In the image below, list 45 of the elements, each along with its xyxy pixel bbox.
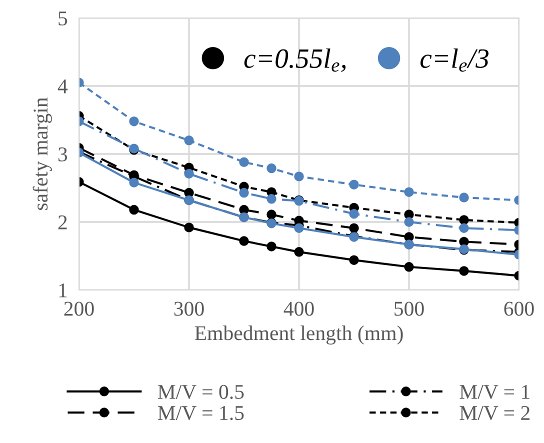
point: [294, 172, 304, 182]
x-tick-label: 600: [504, 302, 534, 316]
point: [129, 178, 139, 188]
point: [266, 242, 276, 252]
y-tick-label: 3: [58, 147, 68, 162]
point: [239, 236, 249, 246]
point: [404, 187, 414, 197]
y-tick-label: 4: [58, 80, 68, 94]
point: [404, 217, 414, 227]
point: [184, 168, 194, 179]
legend-label: M/V = 1.5: [158, 406, 244, 420]
x-tick-label: 500: [394, 302, 424, 316]
y-axis-title: safety margin: [32, 98, 52, 210]
point: [459, 266, 469, 276]
legend-label: M/V = 0.5: [158, 384, 244, 400]
point: [459, 223, 469, 233]
point: [294, 223, 304, 233]
point: [294, 247, 304, 257]
annotation: c=l$_{e}$/3: [420, 48, 489, 72]
point: [266, 194, 276, 204]
point: [459, 192, 469, 202]
point: [239, 188, 249, 198]
point: [404, 262, 414, 272]
point: [459, 215, 469, 225]
y-tick-label: 1: [59, 283, 67, 298]
x-axis-title: Embedment length (mm): [194, 326, 403, 345]
annotation: c=0.55l$_{e}$,: [244, 48, 346, 72]
point: [266, 163, 276, 174]
point: [349, 255, 359, 265]
y-tick-label: 2: [58, 215, 67, 230]
legend-label: M/V = 1: [460, 384, 530, 400]
point: [349, 208, 359, 219]
x-tick-label: 300: [174, 302, 204, 316]
y-tick-label: 5: [58, 12, 68, 26]
point: [129, 204, 139, 215]
point: [266, 210, 276, 220]
x-tick-label: 200: [64, 302, 94, 316]
point: [349, 180, 359, 190]
legend-label: M/V = 2: [460, 406, 530, 420]
point: [184, 222, 194, 232]
x-tick-label: 400: [284, 302, 314, 316]
point: [184, 136, 194, 146]
point: [239, 157, 249, 168]
point: [129, 116, 139, 126]
point: [349, 223, 359, 233]
